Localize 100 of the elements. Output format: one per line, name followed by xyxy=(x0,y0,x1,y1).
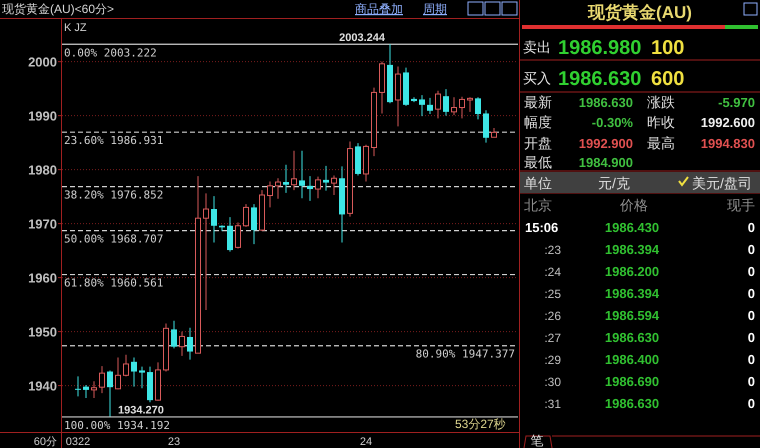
text: 买入 xyxy=(523,70,551,86)
candlestick xyxy=(107,370,113,418)
annotation: 2003.244 xyxy=(339,32,386,44)
candlestick xyxy=(139,366,145,389)
candlestick xyxy=(435,90,441,119)
text: 元/克 xyxy=(598,175,630,191)
x-tick-label: 0322 xyxy=(66,436,90,448)
text: 1986.394 xyxy=(604,286,660,301)
candlestick xyxy=(91,380,97,398)
candlestick xyxy=(331,175,337,196)
text: 0 xyxy=(748,374,755,389)
text: 周期 xyxy=(423,2,447,16)
y-tick-label: 1970 xyxy=(28,216,57,232)
candlestick xyxy=(187,327,193,360)
text: 幅度 xyxy=(524,114,552,130)
ref-line-label: 80.90% 1947.377 xyxy=(416,348,515,361)
candlestick xyxy=(307,176,313,202)
text: 1986.630 xyxy=(604,396,660,411)
candlestick xyxy=(459,96,465,119)
text: -0.30% xyxy=(592,115,634,130)
text: 最新 xyxy=(524,94,552,110)
candlestick xyxy=(211,196,217,244)
text: 0 xyxy=(748,264,755,279)
y-tick-label: 1960 xyxy=(28,270,57,286)
candlestick xyxy=(115,357,121,390)
text: 卖出 xyxy=(523,39,551,55)
candlestick xyxy=(123,354,129,377)
candlestick xyxy=(203,192,209,310)
ref-line-label: 50.00% 1968.707 xyxy=(64,232,164,246)
text: 涨跌 xyxy=(647,94,675,110)
text: 笔 xyxy=(530,433,544,448)
candlestick xyxy=(467,96,473,112)
ref-line-label: 38.20% 1976.852 xyxy=(64,188,164,202)
x-tick-label: 23 xyxy=(168,436,180,448)
candlestick xyxy=(299,150,305,199)
x-axis-title: 60分 xyxy=(34,436,57,448)
candlestick xyxy=(491,128,497,138)
text: :30 xyxy=(544,375,562,389)
text: :29 xyxy=(544,353,562,367)
annotation: K JZ xyxy=(64,22,87,34)
candlestick xyxy=(83,384,89,398)
x-tick-label: 24 xyxy=(360,436,372,448)
text: 1992.900 xyxy=(578,136,633,151)
text: 1986.200 xyxy=(604,264,660,279)
text: 0 xyxy=(748,330,755,345)
text: 1986.630 xyxy=(604,330,660,345)
chart-title: 现货黄金(AU)<60分> xyxy=(2,2,114,16)
candlestick xyxy=(171,320,177,349)
candlestick xyxy=(235,222,241,249)
text: :23 xyxy=(544,243,562,257)
ref-line-label: 61.80% 1960.561 xyxy=(64,276,164,290)
y-tick-label: 1950 xyxy=(28,324,57,340)
candlestick xyxy=(315,176,321,199)
text: :31 xyxy=(544,397,562,411)
text: 15:06 xyxy=(525,220,558,235)
candlestick xyxy=(267,181,273,208)
text: 现货黄金(AU) xyxy=(587,3,692,22)
y-tick-label: 1940 xyxy=(28,378,57,394)
text: 0 xyxy=(748,220,755,235)
text: 0 xyxy=(748,242,755,257)
text: 单位 xyxy=(524,175,552,191)
candlestick xyxy=(323,165,329,192)
text: 1986.980 xyxy=(558,37,642,59)
candlestick xyxy=(427,97,433,115)
text: 1986.430 xyxy=(604,220,660,235)
candlestick xyxy=(443,88,449,116)
annotation: 53分27秒 xyxy=(455,417,506,431)
candlestick xyxy=(291,150,297,191)
y-tick-label: 2000 xyxy=(28,54,57,70)
candlestick xyxy=(283,164,289,194)
candlestick xyxy=(475,96,481,120)
candlestick xyxy=(275,178,281,200)
text: 商品叠加 xyxy=(355,2,403,16)
y-tick-label: 1980 xyxy=(28,162,57,178)
text: 0 xyxy=(748,396,755,411)
candlestick xyxy=(179,331,185,356)
ref-line-label: 23.60% 1986.931 xyxy=(64,134,164,148)
text: 0 xyxy=(748,352,755,367)
candlestick xyxy=(251,204,257,245)
text: 1986.690 xyxy=(604,374,660,389)
text: :27 xyxy=(544,331,562,345)
text: 现手 xyxy=(727,197,755,213)
text: 美元/盘司 xyxy=(692,175,752,191)
candlestick xyxy=(131,357,137,388)
text: 100 xyxy=(651,37,684,59)
text: :25 xyxy=(544,287,562,301)
text: 1986.400 xyxy=(604,352,660,367)
text: -5.970 xyxy=(718,95,755,110)
text: 1986.594 xyxy=(604,308,660,323)
candlestick xyxy=(99,366,105,394)
text: 开盘 xyxy=(524,135,552,151)
candlestick xyxy=(419,94,425,117)
text: :26 xyxy=(544,309,562,323)
text: 最高 xyxy=(647,135,675,151)
text: 价格 xyxy=(619,197,648,213)
text: 600 xyxy=(651,68,684,90)
candlestick xyxy=(243,204,249,228)
text: 最低 xyxy=(524,154,552,170)
annotation: 1934.270 xyxy=(118,404,164,417)
text: 1984.900 xyxy=(578,155,633,170)
